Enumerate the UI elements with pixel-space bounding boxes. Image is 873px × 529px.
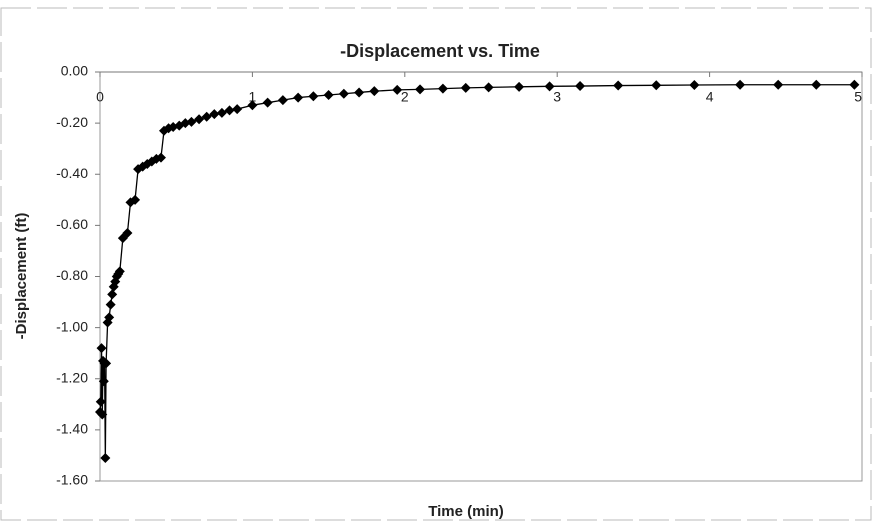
data-point [437,83,448,94]
data-point [849,79,860,90]
y-tick-label: 0.00 [61,63,88,79]
data-point [293,92,304,103]
data-point [95,396,106,407]
data-point [415,84,426,95]
data-point [186,116,197,127]
data-point [575,81,586,92]
data-point [338,88,349,99]
plot-area [99,71,863,482]
data-point [232,104,243,115]
x-tick-label: 1 [249,89,257,105]
data-point [101,358,112,369]
data-point [104,312,115,323]
data-point [514,81,525,92]
data-point [651,80,662,91]
data-point [105,299,116,310]
data-point [369,86,380,97]
x-tick-label: 0 [96,89,104,105]
data-point [97,409,108,420]
chart-frame [0,7,872,521]
y-tick-label: -0.80 [56,267,88,283]
data-point [811,79,822,90]
data-point [354,87,365,98]
data-point [224,105,235,116]
data-point [130,194,141,205]
data-point [483,82,494,93]
data-point [194,114,205,125]
data-point [323,90,334,101]
data-point [308,91,319,102]
data-point [155,152,166,163]
y-axis-label: -Displacement (ft) [13,213,30,340]
data-point [216,107,227,118]
y-tick-label: -0.20 [56,114,88,130]
x-axis-label: Time (min) [428,503,504,520]
data-point [773,79,784,90]
data-point [247,100,258,111]
x-tick-label: 4 [706,89,714,105]
y-tick-label: -0.40 [56,165,88,181]
chart-title: -Displacement vs. Time [340,41,540,61]
x-tick-label: 2 [401,89,409,105]
data-point [201,111,212,122]
data-point [209,109,220,120]
y-tick-label: -1.40 [56,421,88,437]
data-point [392,84,403,95]
y-tick-label: -1.60 [56,472,88,488]
data-point [460,82,471,93]
data-point [107,289,118,300]
data-point [100,452,111,463]
data-point [98,376,109,387]
x-tick-label: 3 [553,89,561,105]
data-point [613,80,624,91]
data-point [689,80,700,91]
data-point [262,97,273,108]
data-point [544,81,555,92]
data-point [277,95,288,106]
y-tick-label: -1.00 [56,318,88,334]
y-tick-label: -0.60 [56,216,88,232]
y-tick-label: -1.20 [56,369,88,385]
x-tick-label: 5 [854,89,862,105]
data-point [735,79,746,90]
data-point [96,343,107,354]
data-point [114,266,125,277]
data-point [122,228,133,239]
data-line [99,84,855,458]
